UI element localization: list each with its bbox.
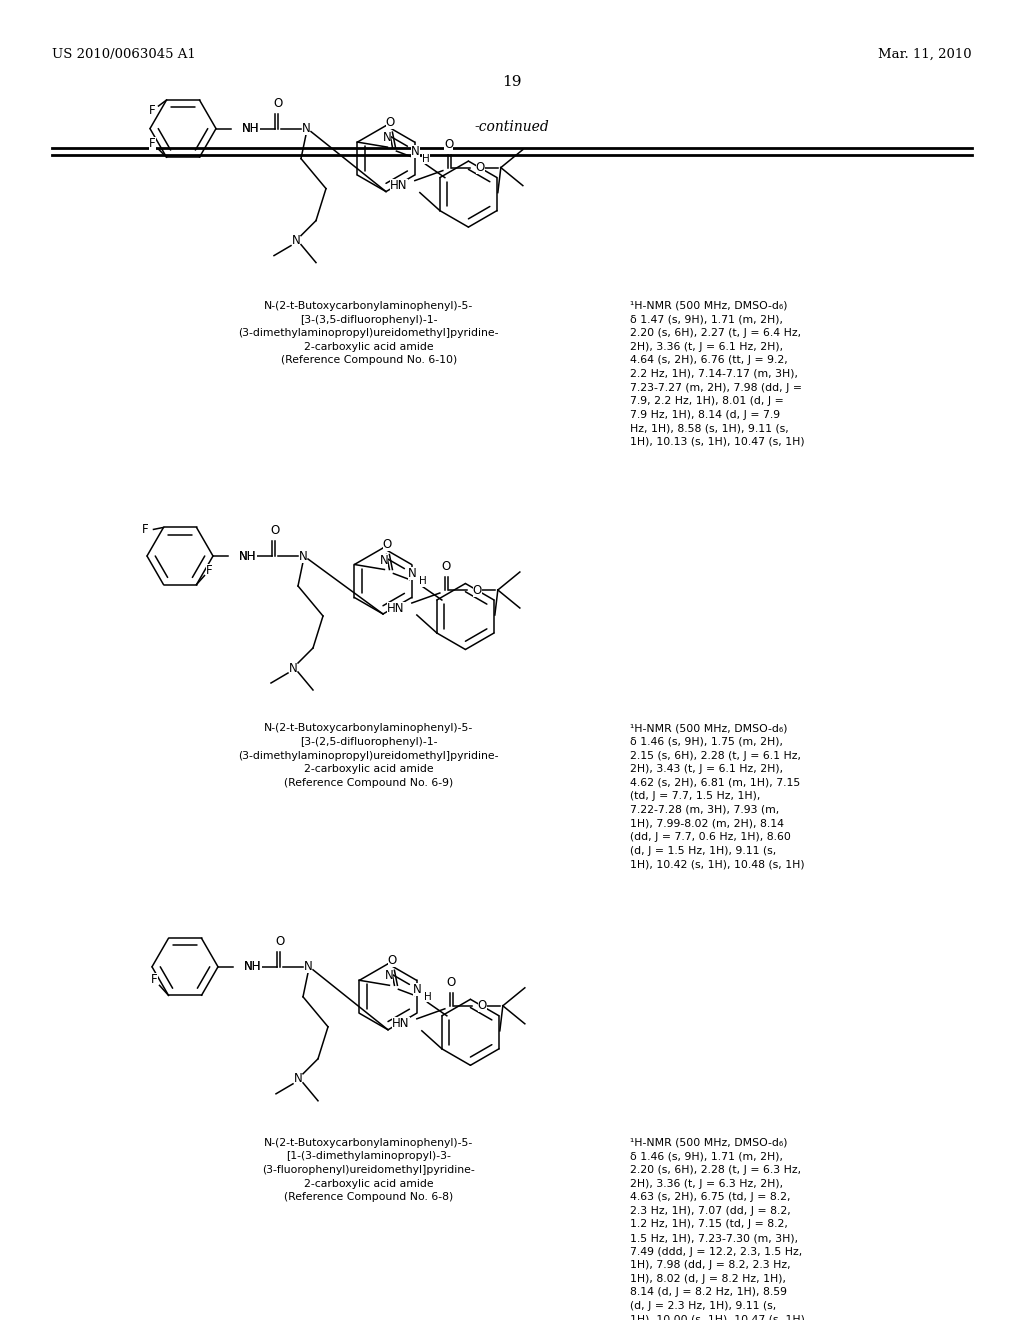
Text: NH: NH <box>242 121 259 135</box>
Text: N: N <box>304 961 312 973</box>
Text: ¹H-NMR (500 MHz, DMSO-d₆)
δ 1.46 (s, 9H), 1.71 (m, 2H),
2.20 (s, 6H), 2.28 (t, J: ¹H-NMR (500 MHz, DMSO-d₆) δ 1.46 (s, 9H)… <box>630 1138 805 1320</box>
Text: HN: HN <box>387 602 404 615</box>
Text: O: O <box>270 524 280 537</box>
Text: N: N <box>413 983 422 995</box>
Text: NH: NH <box>244 961 261 973</box>
Text: N: N <box>292 234 300 247</box>
Text: F: F <box>142 523 148 536</box>
Text: O: O <box>441 561 451 573</box>
Text: O: O <box>386 116 395 128</box>
Text: F: F <box>150 137 156 149</box>
Text: O: O <box>273 98 283 110</box>
Text: -continued: -continued <box>475 120 549 135</box>
Text: N: N <box>380 553 388 566</box>
Text: F: F <box>150 103 156 116</box>
Text: NH: NH <box>239 549 256 562</box>
Text: 19: 19 <box>502 75 522 88</box>
Text: N: N <box>408 568 417 579</box>
Text: N-(2-t-Butoxycarbonylaminophenyl)-5-
[3-(3,5-difluorophenyl)-1-
(3-dimethylamino: N-(2-t-Butoxycarbonylaminophenyl)-5- [3-… <box>239 301 499 366</box>
Text: NH: NH <box>239 549 256 562</box>
Text: N: N <box>383 131 391 144</box>
Text: HN: HN <box>390 180 408 193</box>
Text: O: O <box>476 161 485 174</box>
Text: O: O <box>275 936 285 948</box>
Text: O: O <box>388 954 397 966</box>
Text: O: O <box>383 539 392 550</box>
Text: H: H <box>424 993 432 1002</box>
Text: H: H <box>420 577 427 586</box>
Text: O: O <box>478 999 487 1012</box>
Text: N: N <box>411 145 420 157</box>
Text: N: N <box>294 1072 302 1085</box>
Text: H: H <box>423 154 430 164</box>
Text: F: F <box>152 973 158 986</box>
Text: US 2010/0063045 A1: US 2010/0063045 A1 <box>52 48 196 61</box>
Text: NH: NH <box>242 121 259 135</box>
Text: NH: NH <box>244 961 261 973</box>
Text: N: N <box>299 549 307 562</box>
Text: N-(2-t-Butoxycarbonylaminophenyl)-5-
[3-(2,5-difluorophenyl)-1-
(3-dimethylamino: N-(2-t-Butoxycarbonylaminophenyl)-5- [3-… <box>239 723 499 788</box>
Text: O: O <box>473 583 482 597</box>
Text: N: N <box>302 121 310 135</box>
Text: N: N <box>385 969 393 982</box>
Text: O: O <box>444 139 454 150</box>
Text: Mar. 11, 2010: Mar. 11, 2010 <box>879 48 972 61</box>
Text: ¹H-NMR (500 MHz, DMSO-d₆)
δ 1.46 (s, 9H), 1.75 (m, 2H),
2.15 (s, 6H), 2.28 (t, J: ¹H-NMR (500 MHz, DMSO-d₆) δ 1.46 (s, 9H)… <box>630 723 805 870</box>
Text: HN: HN <box>392 1018 410 1031</box>
Text: N-(2-t-Butoxycarbonylaminophenyl)-5-
[1-(3-dimethylaminopropyl)-3-
(3-fluorophen: N-(2-t-Butoxycarbonylaminophenyl)-5- [1-… <box>262 1138 475 1203</box>
Text: F: F <box>206 564 213 577</box>
Text: ¹H-NMR (500 MHz, DMSO-d₆)
δ 1.47 (s, 9H), 1.71 (m, 2H),
2.20 (s, 6H), 2.27 (t, J: ¹H-NMR (500 MHz, DMSO-d₆) δ 1.47 (s, 9H)… <box>630 301 805 447</box>
Text: N: N <box>289 661 297 675</box>
Text: O: O <box>446 977 456 989</box>
